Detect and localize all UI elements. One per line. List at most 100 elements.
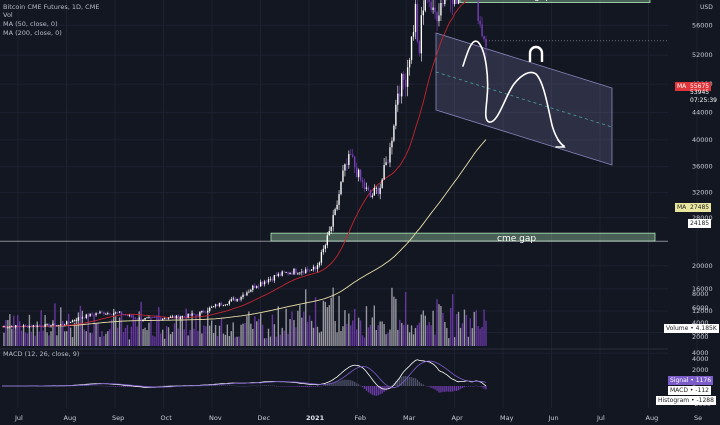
candle [269, 278, 272, 280]
volume-bar [389, 329, 391, 346]
volume-bar [348, 313, 350, 346]
volume-tick-label: 6000 [692, 304, 709, 312]
candle [306, 269, 309, 271]
candle [230, 299, 232, 302]
histogram-bar [410, 377, 413, 386]
histogram-bar [113, 386, 115, 387]
histogram-bar [158, 385, 160, 387]
volume-bar [303, 311, 305, 346]
time-tick-label: Feb [355, 414, 367, 422]
volume-bar [434, 334, 436, 346]
candle [422, 10, 424, 16]
candle [109, 313, 111, 315]
candle [310, 269, 313, 271]
candle [275, 275, 278, 277]
candle [453, 0, 456, 5]
volume-bar [120, 313, 123, 346]
histogram-bar [475, 385, 477, 386]
volume-bar [463, 309, 466, 346]
volume-bar [236, 336, 238, 346]
volume-bar [265, 338, 268, 346]
candle [312, 266, 315, 270]
histogram-bar [387, 386, 389, 389]
candle [146, 317, 148, 319]
candle [150, 317, 152, 318]
volume-bar [275, 336, 278, 346]
volume-bar [26, 333, 29, 346]
candle [201, 310, 203, 313]
histogram-bar [263, 385, 266, 386]
hand-drawn-projection [462, 40, 566, 148]
volume-bar [224, 334, 227, 346]
histogram-bar [420, 383, 423, 386]
histogram-bar [371, 386, 374, 395]
candle [373, 187, 375, 196]
candle [83, 317, 85, 319]
histogram-bar [434, 386, 436, 390]
histogram-bar [111, 386, 113, 387]
candle [330, 226, 332, 231]
histogram-bar [75, 385, 78, 387]
histogram-bar [156, 385, 158, 387]
candle [175, 315, 178, 319]
time-tick-label: Aug [64, 414, 77, 422]
volume-bar [24, 332, 27, 346]
histogram-bar [236, 385, 238, 387]
candle [30, 325, 33, 327]
histogram-bar [297, 386, 299, 387]
volume-bar [440, 305, 442, 346]
candle [271, 278, 274, 281]
time-tick-label: Jun [548, 414, 559, 422]
price-tick-label: 36000 [692, 163, 713, 171]
candle [58, 324, 60, 326]
volume-bar [453, 337, 456, 346]
volume-bar [5, 319, 7, 346]
histogram-bar [479, 386, 481, 387]
volume-bar [171, 331, 174, 346]
candle [277, 273, 279, 277]
time-tick-label: 2021 [306, 414, 325, 422]
candle [314, 266, 317, 270]
candle [228, 301, 230, 305]
volume-bar [338, 295, 340, 346]
volume-bar [132, 314, 134, 346]
histogram-bar [105, 385, 107, 387]
histogram-bar [455, 386, 458, 391]
candle [87, 314, 89, 317]
volume-bar [320, 331, 323, 346]
candle [377, 187, 379, 194]
histogram-bar [120, 386, 123, 387]
volume-bar [218, 325, 221, 346]
histogram-bar [130, 386, 133, 387]
candle [5, 326, 7, 328]
time-tick-label: Mar [403, 414, 416, 422]
volume-bar [77, 312, 80, 346]
candle [436, 12, 438, 22]
histogram-bar [222, 385, 225, 386]
volume-bar [418, 322, 421, 346]
histogram-bar [448, 386, 450, 392]
candle [481, 24, 483, 36]
volume-bar [20, 330, 23, 346]
volume-bar [455, 314, 458, 346]
volume-bar [48, 335, 50, 346]
price-tick-label: 40000 [692, 136, 713, 144]
histogram-bar [232, 385, 234, 387]
histogram-bar [295, 386, 297, 387]
histogram-bar [242, 386, 244, 387]
volume-bar [361, 335, 364, 346]
volume-bar [410, 325, 413, 346]
candle [28, 325, 31, 328]
volume-bar [122, 332, 125, 346]
volume-bar [250, 323, 252, 346]
volume-bar [73, 322, 76, 346]
volume-bar [336, 332, 338, 346]
volume-bar [195, 314, 197, 346]
candle [244, 294, 246, 296]
candle [171, 316, 174, 318]
volume-bar [16, 315, 19, 346]
candle [32, 325, 35, 327]
histogram-bar [207, 385, 209, 387]
histogram-bar [81, 385, 84, 386]
